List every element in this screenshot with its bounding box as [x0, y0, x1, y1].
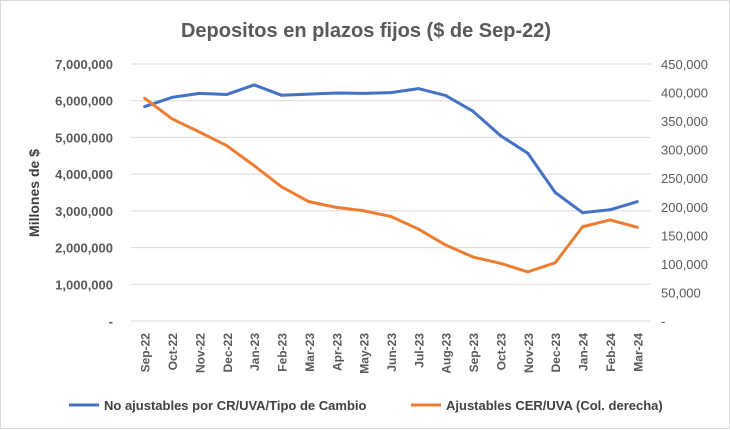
x-tick-label: Sep-22 [139, 333, 153, 373]
data-point [143, 96, 147, 100]
y-axis-label: Millones de $ [26, 149, 42, 237]
legend-label: Ajustables CER/UVA (Col. derecha) [446, 398, 663, 413]
y-tick-label: 6,000,000 [55, 94, 113, 109]
data-point [197, 130, 201, 134]
data-point [252, 83, 256, 87]
x-tick-label: Mar-24 [631, 333, 645, 372]
data-point [635, 225, 639, 229]
y2-tick-label: 300,000 [661, 143, 708, 158]
data-point [197, 91, 201, 95]
data-point [252, 164, 256, 168]
data-point [581, 211, 585, 215]
x-tick-label: Jul-23 [412, 333, 426, 368]
data-point [307, 92, 311, 96]
data-point [389, 214, 393, 218]
y2-tick-label: 150,000 [661, 228, 708, 243]
series-line-0 [144, 83, 638, 215]
x-tick-label: Aug-23 [440, 333, 454, 374]
x-tick-label: Oct-23 [494, 333, 508, 371]
data-point [581, 225, 585, 229]
data-point [444, 243, 448, 247]
y-tick-label: 7,000,000 [55, 57, 113, 72]
y2-tick-label: 200,000 [661, 200, 708, 215]
x-tick-label: Dec-23 [549, 333, 563, 373]
x-tick-label: Jan-24 [577, 333, 591, 371]
chart-title: Depositos en plazos fijos ($ de Sep-22) [181, 20, 551, 42]
data-point [608, 218, 612, 222]
y-tick-label: - [109, 314, 113, 329]
data-point [416, 227, 420, 231]
data-point [307, 200, 311, 204]
data-point [143, 105, 147, 109]
data-point [526, 151, 530, 155]
data-point [526, 270, 530, 274]
data-point [553, 261, 557, 265]
data-point [553, 191, 557, 194]
legend-label: No ajustables por CR/UVA/Tipo de Cambio [104, 398, 366, 413]
data-point [280, 185, 284, 189]
data-point [608, 208, 612, 212]
data-point [444, 94, 448, 98]
y2-tick-label: 250,000 [661, 171, 708, 186]
series-line-1 [143, 97, 638, 274]
y2-tick-label: 400,000 [661, 86, 708, 101]
data-point [362, 209, 366, 213]
data-point [389, 91, 393, 95]
data-point [225, 144, 229, 148]
y-tick-label: 1,000,000 [55, 277, 113, 292]
x-tick-label: Sep-23 [467, 333, 481, 373]
x-tick-label: Jun-23 [385, 333, 399, 372]
data-point [334, 205, 338, 209]
y2-tick-label: 50,000 [661, 285, 701, 300]
data-point [170, 95, 174, 99]
data-point [170, 117, 174, 121]
x-tick-label: May-23 [358, 333, 372, 374]
data-point [498, 261, 502, 265]
y-tick-label: 3,000,000 [55, 204, 113, 219]
data-point [635, 200, 639, 204]
x-tick-label: Oct-22 [166, 333, 180, 371]
data-point [362, 91, 366, 95]
x-tick-label: Feb-23 [276, 333, 290, 372]
y2-tick-label: 450,000 [661, 57, 708, 72]
x-tick-label: Jan-23 [248, 333, 262, 371]
x-tick-label: Apr-23 [330, 333, 344, 371]
data-point [471, 255, 475, 259]
y-tick-label: 2,000,000 [55, 241, 113, 256]
x-tick-label: Dec-22 [221, 333, 235, 373]
y2-tick-label: - [661, 314, 665, 329]
data-point [334, 91, 338, 95]
x-tick-label: Nov-22 [193, 333, 207, 373]
y-tick-label: 5,000,000 [55, 130, 113, 145]
x-tick-label: Mar-23 [303, 333, 317, 372]
data-point [280, 93, 284, 97]
y-tick-label: 4,000,000 [55, 167, 113, 182]
data-point [471, 109, 475, 113]
x-tick-label: Nov-23 [522, 333, 536, 373]
y2-tick-label: 350,000 [661, 114, 708, 129]
data-point [225, 92, 229, 96]
data-point [416, 87, 420, 91]
data-point [498, 134, 502, 138]
x-tick-label: Feb-24 [604, 333, 618, 372]
y2-tick-label: 100,000 [661, 257, 708, 272]
